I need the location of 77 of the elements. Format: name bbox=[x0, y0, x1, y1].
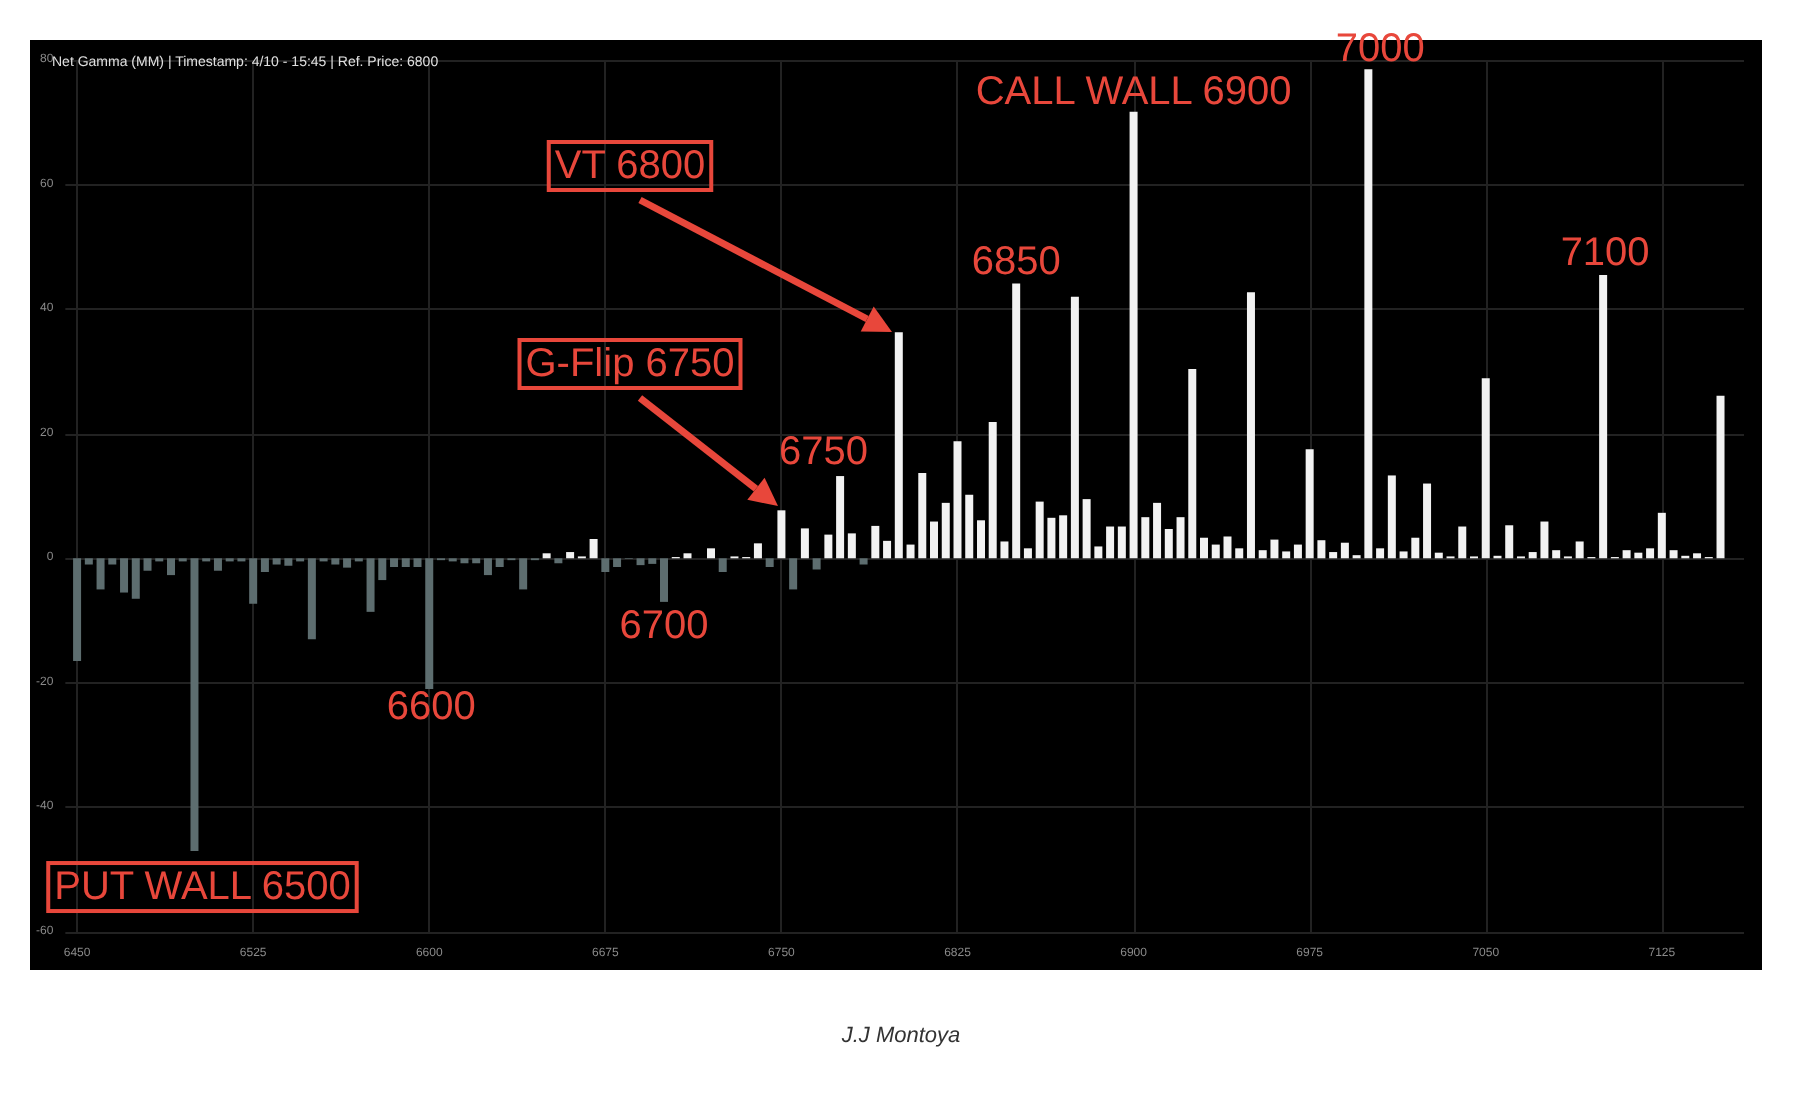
bar bbox=[930, 521, 939, 559]
bar bbox=[883, 540, 892, 559]
bar bbox=[213, 558, 222, 571]
bar bbox=[166, 558, 175, 576]
annotation: 7100 bbox=[1560, 230, 1650, 275]
bar bbox=[1106, 526, 1115, 559]
bar bbox=[789, 558, 798, 590]
bar bbox=[718, 558, 727, 572]
bar bbox=[120, 558, 129, 593]
bar bbox=[260, 558, 269, 572]
annotation: 7000 bbox=[1335, 27, 1425, 72]
annotation: 6750 bbox=[778, 430, 868, 475]
bar bbox=[601, 558, 610, 572]
bar bbox=[824, 534, 833, 559]
bar bbox=[1293, 544, 1302, 559]
annotation: CALL WALL 6900 bbox=[975, 69, 1292, 114]
bar bbox=[566, 552, 575, 559]
bar bbox=[401, 558, 410, 568]
bar bbox=[1153, 502, 1162, 559]
bar bbox=[976, 520, 985, 559]
bar bbox=[1023, 548, 1032, 559]
bar bbox=[613, 558, 622, 568]
bar bbox=[847, 533, 856, 559]
annotation: PUT WALL 6500 bbox=[54, 865, 351, 910]
bar bbox=[542, 553, 551, 559]
bar bbox=[1387, 475, 1396, 559]
annotation: 6850 bbox=[971, 239, 1061, 284]
bar bbox=[1070, 296, 1079, 559]
bar bbox=[84, 558, 93, 565]
bar bbox=[1282, 551, 1291, 559]
bar bbox=[1200, 537, 1209, 559]
bar bbox=[249, 558, 258, 604]
bar bbox=[765, 558, 774, 568]
bar bbox=[1246, 292, 1255, 559]
bar bbox=[683, 553, 692, 559]
bar bbox=[307, 558, 316, 640]
bar bbox=[73, 558, 82, 662]
bar bbox=[343, 558, 352, 568]
bar bbox=[800, 528, 809, 559]
bar bbox=[1716, 395, 1725, 559]
bar bbox=[589, 538, 598, 559]
bar bbox=[871, 525, 880, 559]
bar bbox=[1164, 529, 1173, 559]
bar bbox=[1693, 553, 1702, 559]
bar bbox=[812, 558, 821, 570]
bar bbox=[1599, 274, 1608, 559]
bar bbox=[1235, 548, 1244, 559]
annotation: G-Flip 6750 bbox=[525, 342, 735, 386]
bar bbox=[836, 476, 845, 559]
bar bbox=[894, 332, 903, 559]
bar bbox=[965, 494, 974, 559]
bar bbox=[1376, 548, 1385, 559]
bar bbox=[1329, 552, 1338, 559]
bar bbox=[554, 558, 563, 564]
bar bbox=[1340, 542, 1349, 559]
bar bbox=[1552, 550, 1561, 559]
bar bbox=[660, 558, 669, 602]
bar bbox=[390, 558, 399, 568]
annotation: 6700 bbox=[619, 603, 709, 648]
bar bbox=[131, 558, 140, 599]
bar bbox=[1657, 512, 1666, 559]
bar bbox=[1059, 515, 1068, 559]
annotation: VT 6800 bbox=[554, 144, 706, 188]
bar bbox=[777, 510, 786, 559]
bar bbox=[519, 558, 528, 590]
bar bbox=[1117, 526, 1126, 559]
annotation: 6600 bbox=[386, 685, 476, 730]
bar bbox=[1423, 483, 1432, 559]
bar bbox=[706, 548, 715, 559]
text: J.J Montoya bbox=[839, 1024, 963, 1048]
bar bbox=[1012, 283, 1021, 559]
bar bbox=[859, 558, 868, 565]
bar bbox=[753, 543, 762, 559]
bar bbox=[1505, 525, 1514, 559]
bar bbox=[472, 558, 481, 564]
bar bbox=[1646, 548, 1655, 559]
bar bbox=[483, 558, 492, 576]
